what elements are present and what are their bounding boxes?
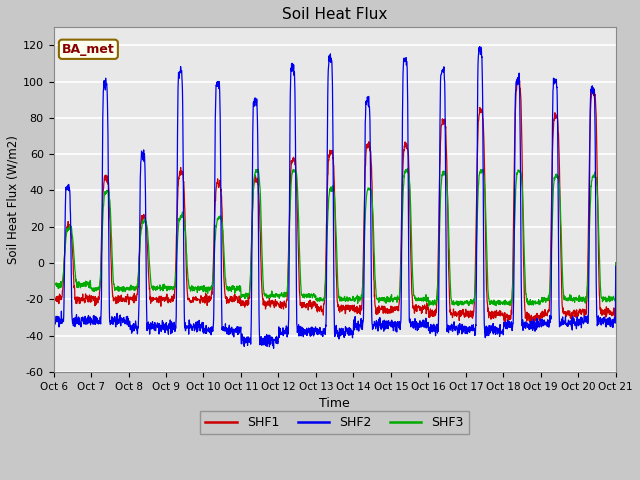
SHF3 xyxy=(351,296,358,302)
Title: Soil Heat Flux: Soil Heat Flux xyxy=(282,7,387,22)
SHF2 xyxy=(50,316,58,322)
SHF3 xyxy=(364,189,371,194)
SHF1 xyxy=(364,144,371,150)
Y-axis label: Soil Heat Flux (W/m2): Soil Heat Flux (W/m2) xyxy=(7,135,20,264)
SHF2 xyxy=(563,322,570,327)
SHF1 xyxy=(351,308,358,313)
SHF3 xyxy=(612,260,620,265)
Line: SHF1: SHF1 xyxy=(54,78,616,323)
SHF2 xyxy=(364,94,371,100)
SHF3 xyxy=(579,299,586,304)
Line: SHF3: SHF3 xyxy=(54,168,616,306)
Line: SHF2: SHF2 xyxy=(54,47,616,348)
SHF1 xyxy=(531,320,538,325)
SHF2 xyxy=(207,328,214,334)
Text: BA_met: BA_met xyxy=(62,43,115,56)
SHF2 xyxy=(351,314,359,320)
SHF1 xyxy=(579,307,586,313)
X-axis label: Time: Time xyxy=(319,397,350,410)
SHF1 xyxy=(514,75,522,81)
SHF1 xyxy=(612,260,620,266)
SHF1 xyxy=(207,296,214,301)
SHF3 xyxy=(207,286,214,291)
SHF2 xyxy=(579,318,586,324)
SHF2 xyxy=(499,327,506,333)
SHF2 xyxy=(612,264,620,269)
SHF2 xyxy=(269,346,277,351)
SHF3 xyxy=(499,300,506,306)
SHF3 xyxy=(563,297,570,303)
SHF3 xyxy=(50,282,58,288)
SHF1 xyxy=(50,293,58,299)
Legend: SHF1, SHF2, SHF3: SHF1, SHF2, SHF3 xyxy=(200,411,469,434)
SHF3 xyxy=(404,166,412,171)
SHF3 xyxy=(425,303,433,309)
SHF1 xyxy=(498,312,506,318)
SHF2 xyxy=(476,44,483,49)
SHF1 xyxy=(563,310,570,315)
